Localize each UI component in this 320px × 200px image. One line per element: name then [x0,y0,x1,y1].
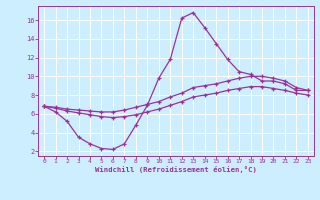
X-axis label: Windchill (Refroidissement éolien,°C): Windchill (Refroidissement éolien,°C) [95,166,257,173]
